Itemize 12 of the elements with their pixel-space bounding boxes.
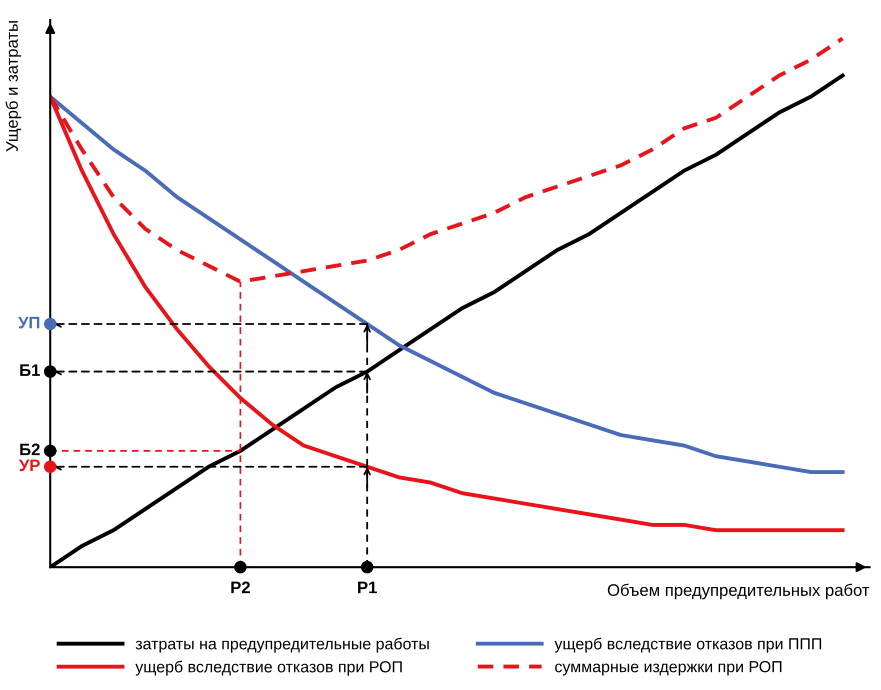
legend-label: ущерб вследствие отказов при РОП — [135, 660, 402, 676]
annotation: УР — [18, 460, 40, 472]
x-tick-label: Р1 — [358, 582, 377, 594]
annotation: УП — [18, 316, 40, 328]
annotation: Б2 — [20, 444, 40, 456]
legend-label: ущерб вследствие отказов при ППП — [554, 638, 822, 653]
y-axis-title: Ущерб и затраты — [6, 21, 22, 152]
legend-label: затраты на предупредительные работы — [136, 638, 429, 653]
legend-label: суммарные издержки при РОП — [555, 661, 782, 676]
x-tick-label: Р2 — [231, 582, 250, 594]
x-axis-title: Объем предупредительных работ — [608, 584, 870, 600]
annotation: Б1 — [20, 364, 40, 376]
